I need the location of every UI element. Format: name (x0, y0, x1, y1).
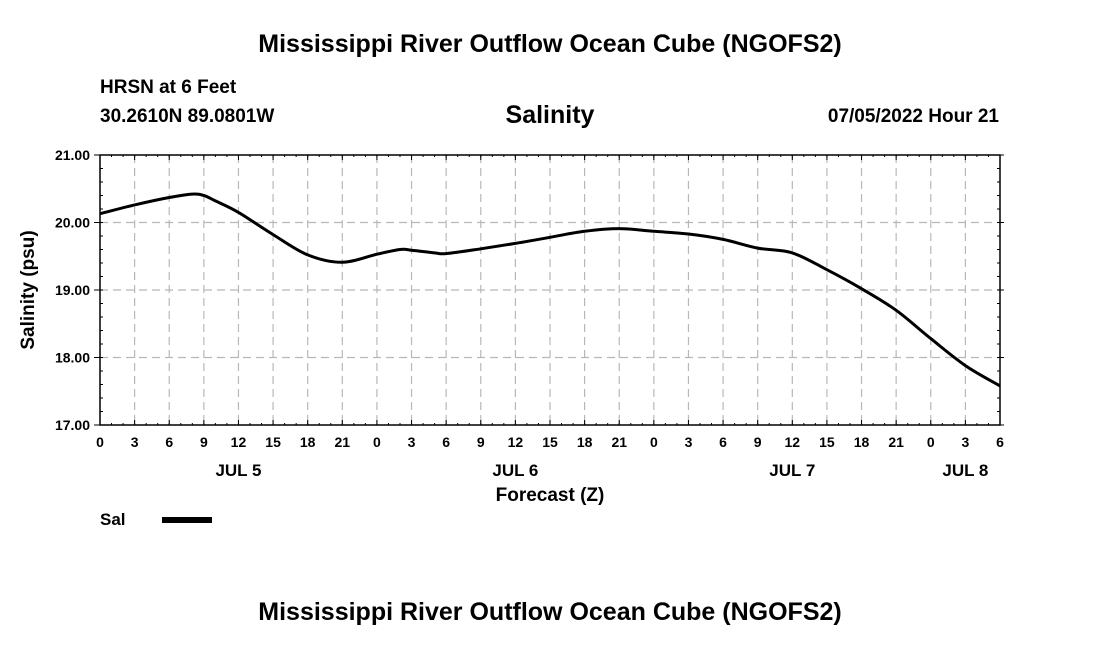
x-tick-label: 0 (650, 434, 658, 450)
y-tick-label: 19.00 (55, 282, 90, 298)
x-tick-label: 12 (508, 434, 524, 450)
y-tick-label: 18.00 (55, 350, 90, 366)
x-tick-label: 3 (961, 434, 969, 450)
x-tick-label: 12 (785, 434, 801, 450)
y-tick-label: 17.00 (55, 417, 90, 433)
legend-label: Sal (100, 510, 126, 529)
x-tick-label: 3 (131, 434, 139, 450)
y-tick-label: 21.00 (55, 147, 90, 163)
x-tick-label: 15 (819, 434, 835, 450)
x-tick-label: 3 (685, 434, 693, 450)
x-axis-label: Forecast (Z) (496, 485, 605, 506)
x-tick-label: 18 (300, 434, 316, 450)
day-label: JUL 6 (492, 461, 538, 480)
x-tick-label: 9 (477, 434, 485, 450)
y-axis-label: Salinity (psu) (18, 230, 39, 349)
x-tick-label: 9 (200, 434, 208, 450)
x-tick-label: 9 (754, 434, 762, 450)
x-tick-label: 0 (927, 434, 935, 450)
day-label: JUL 5 (215, 461, 261, 480)
series-line-sal (99, 192, 1001, 388)
plot-frame (99, 154, 1001, 426)
page-title-bottom: Mississippi River Outflow Ocean Cube (NG… (258, 598, 842, 626)
page-title-top: Mississippi River Outflow Ocean Cube (NG… (258, 30, 842, 58)
x-tick-label: 21 (335, 434, 351, 450)
day-label: JUL 7 (769, 461, 815, 480)
x-tick-label: 6 (165, 434, 173, 450)
x-tick-label: 18 (577, 434, 593, 450)
x-tick-label: 15 (265, 434, 281, 450)
legend-line-swatch (162, 517, 212, 523)
day-label: JUL 8 (942, 461, 988, 480)
station-name: HRSN at 6 Feet (100, 77, 237, 98)
x-tick-label: 18 (854, 434, 870, 450)
y-tick-label: 20.00 (55, 215, 90, 231)
x-tick-label: 6 (442, 434, 450, 450)
x-tick-label: 3 (408, 434, 416, 450)
forecast-datetime: 07/05/2022 Hour 21 (827, 106, 999, 127)
x-tick-label: 6 (719, 434, 727, 450)
x-tick-label: 12 (231, 434, 247, 450)
station-coordinates: 30.2610N 89.0801W (100, 106, 275, 127)
x-tick-label: 21 (611, 434, 627, 450)
x-tick-label: 6 (996, 434, 1004, 450)
x-tick-label: 15 (542, 434, 558, 450)
chart-title: Salinity (505, 101, 595, 129)
x-tick-label: 0 (373, 434, 381, 450)
x-tick-label: 0 (96, 434, 104, 450)
x-tick-label: 21 (888, 434, 904, 450)
